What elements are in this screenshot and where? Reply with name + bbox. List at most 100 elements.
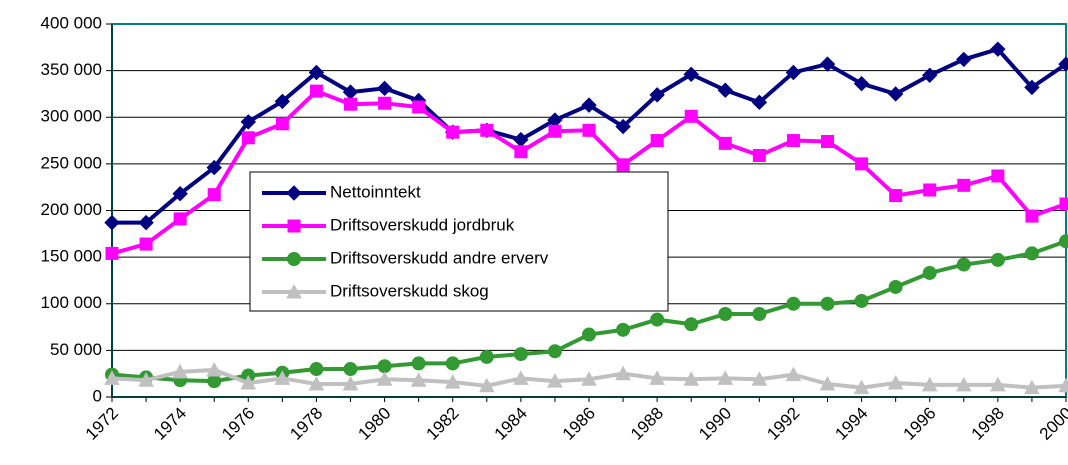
x-tick-label: 2000 [1036, 404, 1068, 444]
marker [138, 372, 154, 387]
marker [684, 109, 698, 123]
marker [956, 51, 972, 68]
marker [342, 375, 359, 391]
marker [581, 97, 597, 113]
series [105, 84, 1068, 260]
series [105, 234, 1068, 389]
y-tick-label: 0 [93, 386, 102, 405]
marker [990, 41, 1006, 57]
marker [104, 370, 120, 385]
marker [821, 134, 834, 148]
marker [309, 362, 324, 377]
marker [1024, 79, 1040, 96]
legend-label: Driftsoverskudd skog [330, 281, 489, 300]
marker [172, 363, 188, 379]
x-tick-label: 1994 [831, 404, 871, 444]
marker [854, 293, 869, 308]
marker [240, 114, 256, 130]
marker [820, 296, 835, 311]
marker [445, 356, 460, 371]
marker [308, 64, 325, 81]
marker [376, 80, 393, 97]
marker [650, 134, 664, 148]
x-tick-label: 1972 [82, 404, 122, 444]
marker [514, 145, 528, 159]
marker [1059, 197, 1068, 211]
marker [308, 375, 325, 391]
marker [616, 158, 630, 172]
marker [1059, 234, 1068, 249]
marker [683, 371, 700, 386]
marker [615, 365, 631, 381]
x-tick-label: 1982 [423, 404, 463, 444]
marker [206, 159, 222, 176]
marker [649, 87, 665, 103]
marker [287, 252, 301, 266]
marker [819, 375, 836, 391]
marker [649, 370, 665, 385]
y-tick-label: 300 000 [41, 107, 102, 126]
legend-box [249, 171, 669, 312]
marker [377, 359, 392, 374]
x-tick-label: 1990 [695, 404, 735, 444]
marker [173, 212, 187, 226]
marker [853, 379, 870, 395]
marker [286, 185, 302, 201]
marker [275, 117, 289, 131]
marker [922, 67, 938, 83]
marker [207, 374, 222, 389]
marker [855, 157, 869, 171]
marker [287, 219, 301, 233]
marker [139, 237, 153, 251]
marker [582, 123, 596, 137]
marker [650, 312, 665, 327]
marker [957, 178, 971, 192]
marker [1024, 379, 1040, 395]
y-tick-label: 400 000 [41, 13, 102, 32]
marker [1025, 209, 1039, 223]
marker [853, 75, 870, 92]
x-tick-label: 1998 [968, 404, 1008, 444]
x-tick-label: 1980 [354, 404, 394, 444]
marker [956, 257, 971, 272]
marker [548, 124, 562, 138]
marker [991, 169, 1005, 183]
marker [718, 136, 732, 150]
marker [921, 376, 938, 392]
marker [684, 317, 699, 332]
marker [274, 370, 291, 385]
marker [172, 186, 188, 202]
y-tick-label: 50 000 [50, 340, 102, 359]
marker [752, 307, 767, 322]
marker [286, 283, 302, 299]
marker [1058, 377, 1068, 393]
marker [718, 307, 733, 322]
marker [479, 349, 494, 364]
marker [240, 374, 257, 390]
y-tick-label: 200 000 [41, 200, 102, 219]
marker [378, 96, 392, 110]
marker [717, 82, 733, 98]
marker [207, 188, 221, 202]
marker [105, 246, 119, 260]
marker [990, 376, 1006, 392]
y-tick-label: 250 000 [41, 153, 102, 172]
marker [412, 100, 426, 114]
marker [206, 361, 223, 377]
marker [309, 84, 323, 98]
marker [547, 373, 563, 388]
marker [104, 214, 120, 231]
marker [887, 86, 904, 102]
marker [582, 327, 596, 342]
marker [1024, 246, 1039, 261]
x-tick-label: 1986 [559, 404, 599, 444]
x-tick-label: 1992 [763, 404, 803, 444]
x-tick-label: 1974 [150, 404, 190, 444]
series [104, 361, 1068, 395]
marker [411, 356, 426, 371]
marker [923, 183, 937, 197]
marker [446, 125, 460, 139]
x-tick-label: 1976 [218, 404, 258, 444]
